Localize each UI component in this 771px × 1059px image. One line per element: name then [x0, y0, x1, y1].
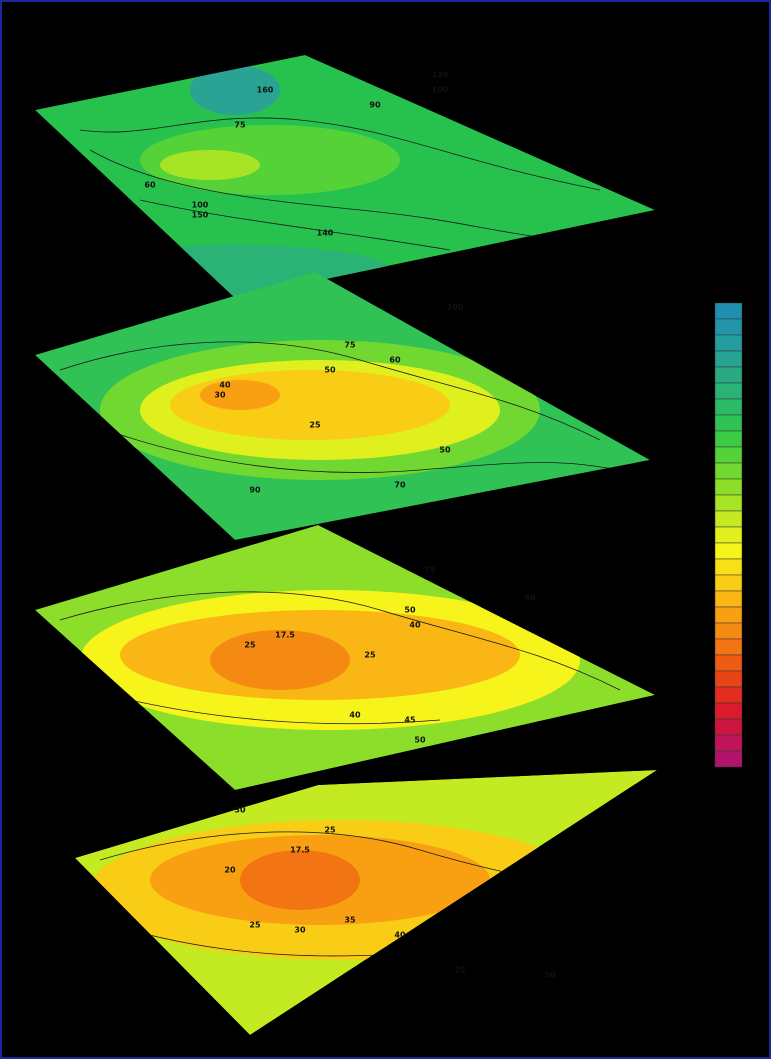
- contour-label: 40: [349, 711, 361, 720]
- contour-label: 50: [544, 971, 556, 980]
- colorbar-swatch: [715, 399, 742, 415]
- contour-label: 40: [219, 381, 231, 390]
- page: {"layers":[ {"contour_labels":["160","12…: [0, 0, 771, 1059]
- figure: 1601201009075601001501401007560504030255…: [0, 0, 771, 1059]
- colorbar-swatch: [715, 367, 742, 383]
- contour-label: 17.5: [290, 846, 310, 855]
- colorbar-swatch: [715, 447, 742, 463]
- colorbar-swatch: [715, 559, 742, 575]
- contour-label: 40: [409, 621, 421, 630]
- colorbar-swatch: [715, 703, 742, 719]
- colorbar-swatch: [715, 607, 742, 623]
- colorbar-swatch: [715, 671, 742, 687]
- contour-label: 140: [317, 229, 334, 238]
- colorbar-swatch: [715, 335, 742, 351]
- colorbar-swatch: [715, 495, 742, 511]
- contour-label: 60: [389, 356, 401, 365]
- colorbar-swatch: [715, 383, 742, 399]
- contour-label: 25: [454, 966, 466, 975]
- contour-label: 160: [257, 86, 274, 95]
- colorbar-swatch: [715, 719, 742, 735]
- contour-label: 45: [404, 716, 416, 725]
- contour-label: 100: [432, 86, 449, 95]
- contour-label: 50: [414, 736, 426, 745]
- colorbar-swatch: [715, 623, 742, 639]
- colorbar-swatch: [715, 431, 742, 447]
- contour-label: 75: [234, 121, 246, 130]
- contour-label: 50: [324, 366, 336, 375]
- colorbar-swatch: [715, 303, 742, 319]
- contour-label: 25: [244, 641, 256, 650]
- contour-label: 90: [249, 486, 261, 495]
- contour-label: 100: [192, 201, 209, 210]
- colorbar-swatch: [715, 479, 742, 495]
- colorbar-swatch: [715, 575, 742, 591]
- contour-label: 20: [224, 866, 236, 875]
- contour-label: 150: [192, 211, 209, 220]
- colorbar-swatch: [715, 591, 742, 607]
- colorbar-swatch: [715, 463, 742, 479]
- contour-label: 50: [439, 446, 451, 455]
- contour-label: 70: [394, 481, 406, 490]
- contour-label: 35: [344, 916, 356, 925]
- contour-label: 60: [524, 594, 536, 603]
- contour-label: 30: [294, 926, 306, 935]
- contour-label: 75: [424, 566, 436, 575]
- contour-label: 75: [344, 341, 356, 350]
- colorbar-swatch: [715, 351, 742, 367]
- contour-label: 40: [394, 931, 406, 940]
- colorbar-swatch: [715, 687, 742, 703]
- contour-label: 120: [432, 71, 449, 80]
- contour-label: 100: [447, 303, 464, 312]
- contour-label: 60: [144, 181, 156, 190]
- contour-label: 50: [404, 606, 416, 615]
- contour-label: 25: [309, 421, 321, 430]
- colorbar-swatch: [715, 511, 742, 527]
- colorbar-swatch: [715, 735, 742, 751]
- contour-label: 30: [214, 391, 226, 400]
- colorbar: [715, 303, 742, 767]
- colorbar-swatch: [715, 543, 742, 559]
- contour-label: 25: [249, 921, 261, 930]
- colorbar-swatch: [715, 639, 742, 655]
- colorbar-swatch: [715, 319, 742, 335]
- contour-label: 25: [324, 826, 336, 835]
- colorbar-swatch: [715, 751, 742, 767]
- contour-label: 17.5: [275, 631, 295, 640]
- contour-label: 30: [234, 806, 246, 815]
- contour-label: 90: [369, 101, 381, 110]
- colorbar-swatch: [715, 527, 742, 543]
- colorbar-swatch: [715, 655, 742, 671]
- colorbar-swatch: [715, 415, 742, 431]
- contour-label: 25: [364, 651, 376, 660]
